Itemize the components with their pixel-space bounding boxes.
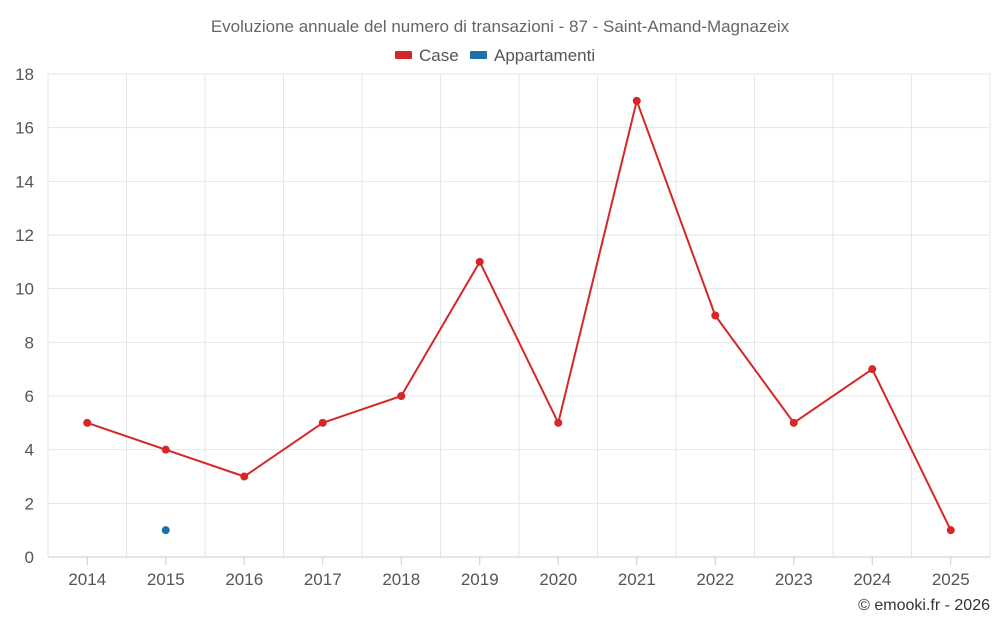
- series-case: [83, 96, 955, 535]
- axes: 0 2 4 6 8 10 12 14 16 18 2014 2015 2016 2017 2018 2019 2…: [15, 65, 990, 589]
- legend-label-appartamenti: Appartamenti: [494, 46, 595, 65]
- y-tick-label: 16: [15, 119, 34, 138]
- data-point-case[interactable]: [554, 418, 563, 427]
- legend-swatch-appartamenti: [470, 51, 487, 59]
- legend-item-case[interactable]: Case: [395, 46, 459, 65]
- y-tick-label: 18: [15, 65, 34, 84]
- series: [83, 96, 955, 535]
- x-tick-label: 2024: [853, 570, 891, 589]
- series-line-case: [86, 99, 952, 531]
- x-tick-label: 2018: [382, 570, 420, 589]
- x-tick-label: 2014: [68, 570, 106, 589]
- x-tick-label: 2015: [147, 570, 185, 589]
- x-tick-label: 2020: [539, 570, 577, 589]
- y-tick-label: 10: [15, 280, 34, 299]
- data-point-case[interactable]: [711, 311, 720, 320]
- grid: [47, 73, 991, 558]
- y-tick-label: 14: [15, 172, 34, 191]
- data-point-case[interactable]: [83, 418, 92, 427]
- data-point-case[interactable]: [397, 392, 406, 400]
- y-tick-label: 12: [15, 226, 34, 245]
- y-tick-label: 8: [25, 333, 34, 352]
- x-tick-label: 2019: [461, 570, 499, 589]
- data-point-case[interactable]: [161, 445, 170, 454]
- x-tick-label: 2017: [304, 570, 342, 589]
- data-point-case[interactable]: [318, 418, 327, 427]
- data-point-case[interactable]: [868, 365, 877, 374]
- data-point-case[interactable]: [789, 418, 798, 427]
- y-tick-label: 6: [25, 387, 34, 406]
- y-tick-label: 4: [25, 441, 34, 460]
- data-point-appartamenti[interactable]: [161, 526, 170, 535]
- legend-item-appartamenti[interactable]: Appartamenti: [470, 46, 595, 65]
- x-tick-label: 2021: [618, 570, 656, 589]
- legend[interactable]: Case Appartamenti: [395, 46, 595, 65]
- credit-text: © emooki.fr - 2026: [858, 597, 990, 614]
- legend-label-case: Case: [419, 46, 459, 65]
- x-tick-label: 2025: [932, 570, 970, 589]
- legend-swatch-case: [395, 51, 412, 59]
- data-point-case[interactable]: [240, 472, 249, 481]
- series-appartamenti: [161, 526, 170, 535]
- data-point-case[interactable]: [632, 96, 641, 105]
- x-tick-label: 2023: [775, 570, 813, 589]
- data-point-case[interactable]: [946, 526, 955, 535]
- y-tick-label: 2: [25, 494, 34, 513]
- data-point-case[interactable]: [475, 257, 484, 266]
- y-tick-label: 0: [25, 548, 34, 567]
- chart-title: Evoluzione annuale del numero di transaz…: [211, 17, 790, 36]
- x-tick-label: 2016: [225, 570, 263, 589]
- x-tick-label: 2022: [696, 570, 734, 589]
